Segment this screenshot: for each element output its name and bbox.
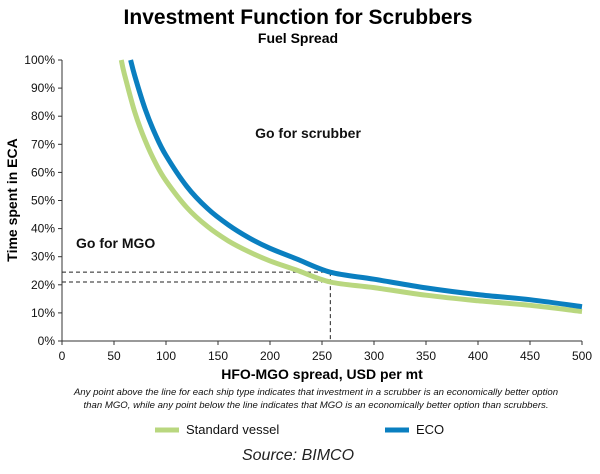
x-tick-label: 300 bbox=[364, 349, 384, 363]
x-tick-label: 100 bbox=[156, 349, 176, 363]
y-tick-label: 80% bbox=[31, 109, 55, 123]
y-tick-label: 0% bbox=[38, 334, 56, 348]
y-axis-ticks: 0% 10% 20% 30% 40% 50% 60% 70% 80% 90% 100% bbox=[24, 53, 62, 348]
legend-label-eco: ECO bbox=[416, 422, 444, 437]
y-tick-label: 60% bbox=[31, 165, 55, 179]
series-line-standard-vessel bbox=[118, 59, 583, 314]
series-lines bbox=[118, 59, 583, 314]
x-tick-label: 150 bbox=[208, 349, 228, 363]
x-tick-label: 250 bbox=[312, 349, 332, 363]
y-tick-label: 30% bbox=[31, 250, 55, 264]
legend-label-standard-vessel: Standard vessel bbox=[186, 422, 279, 437]
x-tick-label: 350 bbox=[416, 349, 436, 363]
x-axis-label: HFO-MGO spread, USD per mt bbox=[221, 366, 423, 382]
x-axis-ticks: 0 50 100 150 200 250 300 350 400 450 500 bbox=[59, 341, 592, 363]
x-tick-label: 400 bbox=[468, 349, 488, 363]
legend: Standard vessel ECO bbox=[155, 422, 444, 437]
x-tick-label: 0 bbox=[59, 349, 66, 363]
chart-note-line-1: Any point above the line for each ship t… bbox=[73, 387, 558, 398]
chart-note-line-2: than MGO, while any point below the line… bbox=[83, 400, 548, 411]
x-tick-label: 50 bbox=[107, 349, 121, 363]
y-tick-label: 20% bbox=[31, 278, 55, 292]
x-tick-label: 500 bbox=[572, 349, 592, 363]
series-line-eco bbox=[128, 59, 583, 310]
y-axis-label: Time spent in ECA bbox=[4, 138, 20, 261]
reference-lines bbox=[62, 271, 331, 341]
x-tick-label: 200 bbox=[260, 349, 280, 363]
y-tick-label: 10% bbox=[31, 306, 55, 320]
chart-source: Source: BIMCO bbox=[242, 447, 354, 464]
y-tick-label: 90% bbox=[31, 81, 55, 95]
y-tick-label: 50% bbox=[31, 194, 55, 208]
y-tick-label: 70% bbox=[31, 137, 55, 151]
y-tick-label: 40% bbox=[31, 222, 55, 236]
annotation-go-for-mgo: Go for MGO bbox=[76, 235, 155, 251]
chart-title: Investment Function for Scrubbers bbox=[124, 6, 473, 29]
y-tick-label: 100% bbox=[24, 53, 55, 67]
x-tick-label: 450 bbox=[520, 349, 540, 363]
chart-subtitle: Fuel Spread bbox=[258, 30, 338, 46]
annotation-go-for-scrubber: Go for scrubber bbox=[255, 125, 361, 141]
